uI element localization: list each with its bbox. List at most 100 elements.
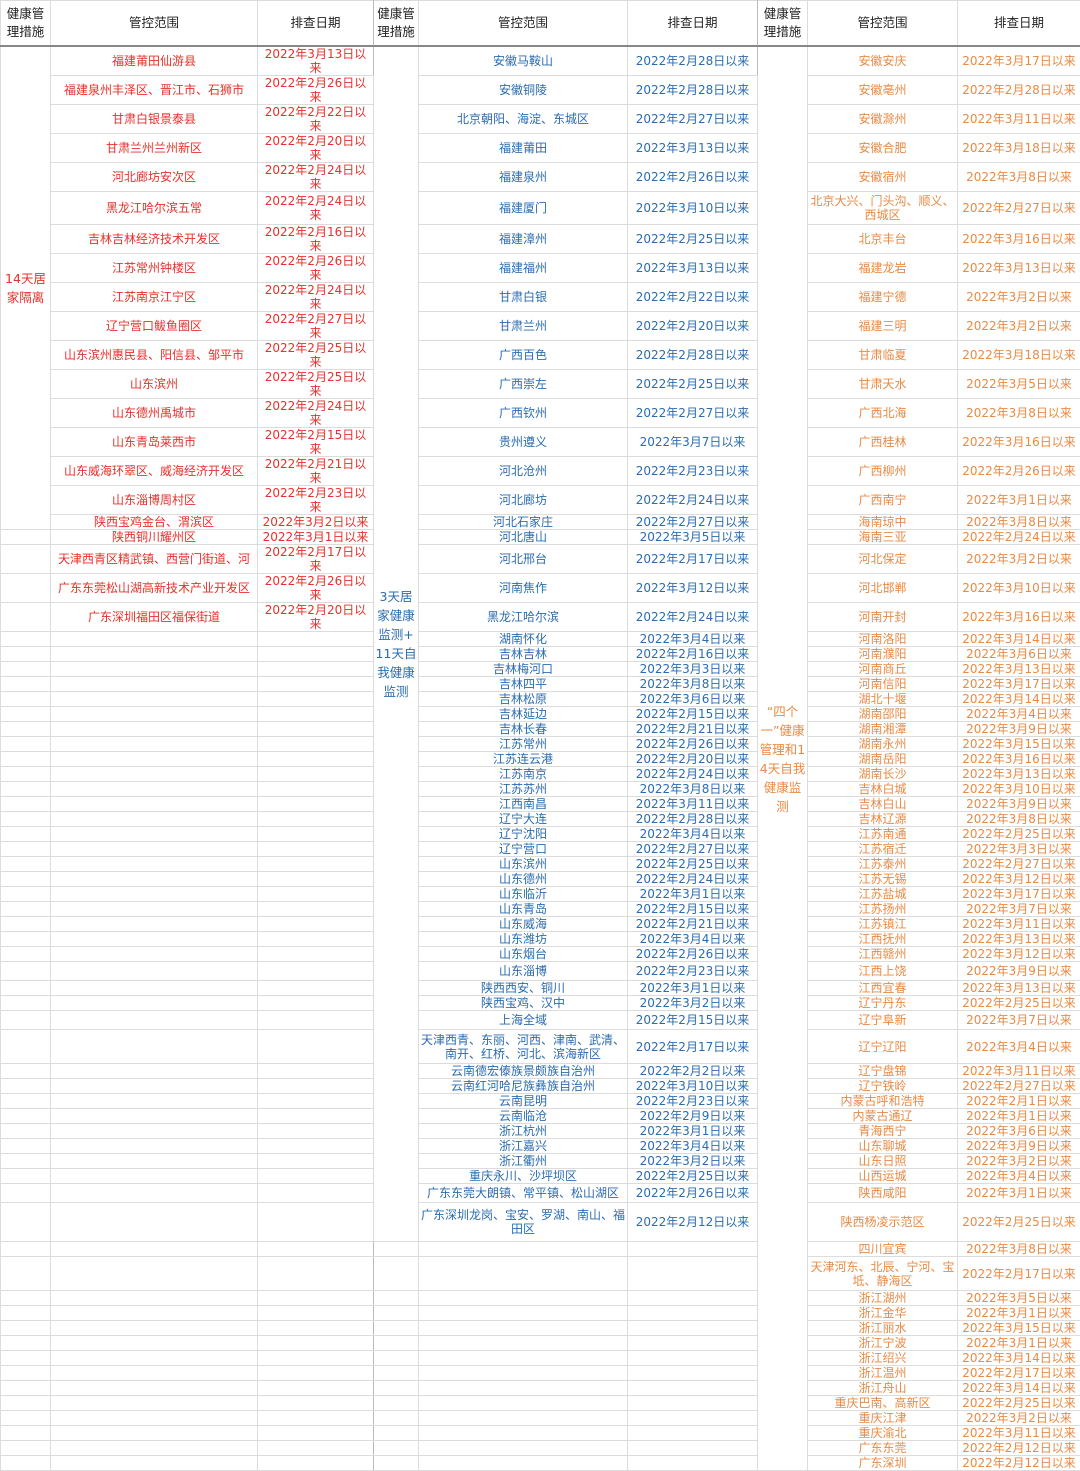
date-cell: 2022年3月13日以来 xyxy=(958,981,1080,996)
date-cell: 2022年3月7日以来 xyxy=(958,902,1080,917)
area-cell xyxy=(419,1381,628,1396)
area-cell xyxy=(51,857,258,872)
area-cell: 河南开封 xyxy=(808,603,958,632)
area-cell: 北京朝阳、海淀、东城区 xyxy=(419,105,628,134)
date-cell xyxy=(258,1203,374,1242)
date-cell: 2022年3月8日以来 xyxy=(628,677,758,692)
area-cell: 北京丰台 xyxy=(808,225,958,254)
area-cell xyxy=(51,842,258,857)
date-cell: 2022年3月5日以来 xyxy=(958,1291,1080,1306)
area-cell: 吉林长春 xyxy=(419,722,628,737)
date-cell xyxy=(258,752,374,767)
date-cell: 2022年3月13日以来 xyxy=(958,932,1080,947)
date-cell: 2022年3月5日以来 xyxy=(958,370,1080,399)
empty-cell xyxy=(374,1351,419,1366)
area-cell: 吉林白城 xyxy=(808,782,958,797)
date-cell: 2022年3月17日以来 xyxy=(958,46,1080,76)
area-cell: 广西北海 xyxy=(808,399,958,428)
measure-label: 14天居家隔离 xyxy=(1,46,51,530)
date-cell xyxy=(258,1366,374,1381)
date-cell: 2022年2月27日以来 xyxy=(628,842,758,857)
empty-cell xyxy=(1,1242,51,1257)
date-cell: 2022年3月6日以来 xyxy=(958,647,1080,662)
date-cell: 2022年2月25日以来 xyxy=(628,857,758,872)
area-cell: 山东滨州 xyxy=(419,857,628,872)
date-cell xyxy=(258,1124,374,1139)
date-cell xyxy=(628,1366,758,1381)
date-cell xyxy=(258,662,374,677)
area-cell: 甘肃临夏 xyxy=(808,341,958,370)
empty-cell xyxy=(1,1139,51,1154)
area-cell: 河北廊坊安次区 xyxy=(51,163,258,192)
date-cell xyxy=(628,1306,758,1321)
date-cell: 2022年3月11日以来 xyxy=(958,105,1080,134)
empty-cell xyxy=(1,737,51,752)
area-cell xyxy=(419,1306,628,1321)
date-cell xyxy=(258,1426,374,1441)
empty-cell xyxy=(374,1257,419,1291)
area-cell: 吉林吉林 xyxy=(419,647,628,662)
area-cell: 湖南永州 xyxy=(808,737,958,752)
area-cell: 河北沧州 xyxy=(419,457,628,486)
date-cell: 2022年2月24日以来 xyxy=(628,603,758,632)
area-cell: 安徽合肥 xyxy=(808,134,958,163)
date-cell: 2022年3月16日以来 xyxy=(958,752,1080,767)
empty-cell xyxy=(1,1030,51,1064)
area-cell: 甘肃天水 xyxy=(808,370,958,399)
date-cell: 2022年2月15日以来 xyxy=(628,902,758,917)
date-cell: 2022年2月24日以来 xyxy=(628,767,758,782)
area-cell xyxy=(419,1321,628,1336)
date-cell: 2022年3月1日以来 xyxy=(628,981,758,996)
area-cell: 江苏南通 xyxy=(808,827,958,842)
date-cell: 2022年2月21日以来 xyxy=(258,457,374,486)
area-cell: 安徽宿州 xyxy=(808,163,958,192)
area-cell: 云南昆明 xyxy=(419,1094,628,1109)
area-cell: 山东潍坊 xyxy=(419,932,628,947)
area-cell: 江苏宿迁 xyxy=(808,842,958,857)
date-cell: 2022年3月14日以来 xyxy=(958,692,1080,707)
area-cell xyxy=(51,1184,258,1203)
area-cell: 山东临沂 xyxy=(419,887,628,902)
area-cell: 吉林白山 xyxy=(808,797,958,812)
date-cell: 2022年3月16日以来 xyxy=(958,603,1080,632)
area-cell: 江苏镇江 xyxy=(808,917,958,932)
date-cell xyxy=(258,1064,374,1079)
date-cell: 2022年3月16日以来 xyxy=(958,428,1080,457)
empty-cell xyxy=(1,1109,51,1124)
date-cell: 2022年2月24日以来 xyxy=(258,192,374,225)
area-cell xyxy=(51,887,258,902)
date-cell: 2022年3月8日以来 xyxy=(958,515,1080,530)
area-cell xyxy=(51,1411,258,1426)
date-cell: 2022年2月25日以来 xyxy=(628,370,758,399)
empty-cell xyxy=(374,1366,419,1381)
date-cell xyxy=(258,1139,374,1154)
date-cell xyxy=(258,1011,374,1030)
date-cell: 2022年3月16日以来 xyxy=(958,225,1080,254)
date-cell: 2022年2月26日以来 xyxy=(258,574,374,603)
area-cell: 福建泉州 xyxy=(419,163,628,192)
empty-cell xyxy=(374,1336,419,1351)
date-cell: 2022年3月8日以来 xyxy=(958,1242,1080,1257)
area-cell: 陕西宝鸡、汉中 xyxy=(419,996,628,1011)
date-cell xyxy=(258,1184,374,1203)
area-cell xyxy=(51,782,258,797)
date-cell: 2022年2月16日以来 xyxy=(258,225,374,254)
